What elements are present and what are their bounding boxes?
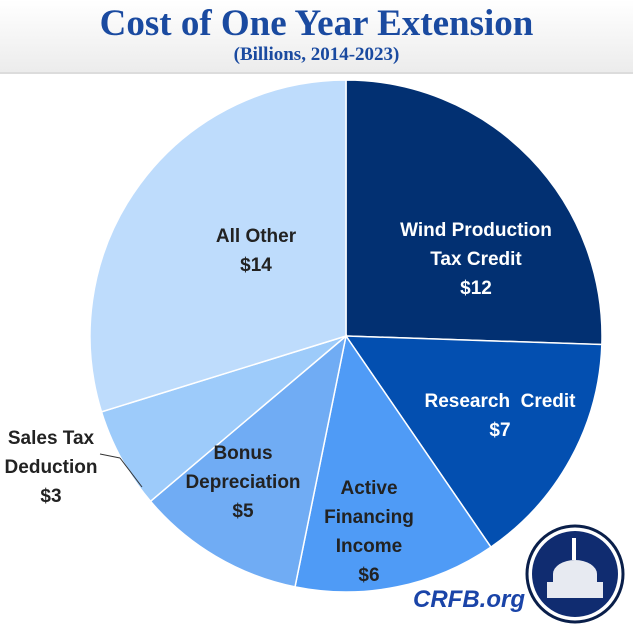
slice-label-research: Research Credit $7 bbox=[424, 387, 575, 445]
chart-title: Cost of One Year Extension bbox=[99, 3, 534, 44]
label-line: Tax Credit bbox=[430, 249, 522, 270]
pie-slice bbox=[294, 334, 492, 593]
pie-slice bbox=[345, 79, 603, 346]
label-line: Research Credit bbox=[424, 391, 576, 412]
value-label: $3 bbox=[40, 486, 62, 507]
label-line: Financing bbox=[324, 507, 414, 528]
label-line: Sales Tax bbox=[7, 428, 95, 449]
pie-slice bbox=[89, 79, 347, 413]
value-label: $12 bbox=[460, 278, 492, 299]
pie-slice bbox=[149, 334, 348, 588]
value-label: $6 bbox=[358, 565, 380, 586]
slice-label-sales-tax: Sales Tax Deduction $3 bbox=[5, 424, 98, 511]
header-band bbox=[0, 0, 633, 74]
pie-slice bbox=[344, 335, 603, 549]
crfb-logo bbox=[525, 524, 625, 624]
crfb-link[interactable]: CRFB.org bbox=[413, 586, 525, 613]
value-label: $7 bbox=[489, 420, 511, 441]
slice-label-active-financing: Active Financing Income $6 bbox=[324, 474, 414, 590]
label-line: All Other bbox=[215, 226, 297, 247]
slice-label-all-other: All Other $14 bbox=[216, 222, 296, 280]
label-line: Bonus bbox=[213, 443, 273, 464]
label-line: Active bbox=[340, 478, 398, 499]
label-line: Depreciation bbox=[185, 472, 301, 493]
leader-line bbox=[119, 457, 143, 488]
slice-label-bonus: Bonus Depreciation $5 bbox=[185, 439, 300, 526]
leader-line bbox=[99, 453, 121, 459]
slice-label-wind: Wind Production Tax Credit $12 bbox=[400, 216, 552, 303]
value-label: $14 bbox=[240, 255, 272, 276]
label-line: Deduction bbox=[4, 457, 98, 478]
value-label: $5 bbox=[232, 501, 254, 522]
label-line: Wind Production bbox=[400, 220, 552, 241]
label-line: Income bbox=[335, 536, 403, 557]
chart-subtitle: (Billions, 2014-2023) bbox=[233, 44, 400, 65]
